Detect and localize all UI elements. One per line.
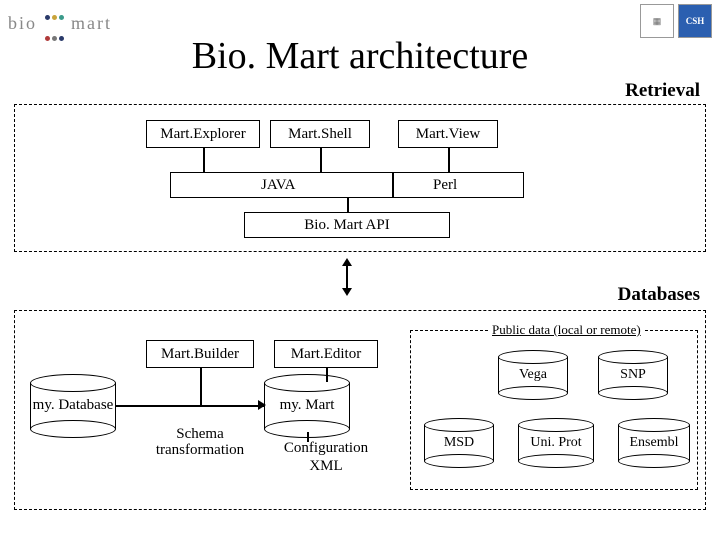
martexplorer-box: Mart.Explorer (146, 120, 260, 148)
mymart-label: my. Mart (260, 397, 354, 414)
public-data-label: Public data (local or remote) (490, 322, 643, 338)
mydatabase-label: my. Database (26, 397, 120, 414)
lang-bar: JAVA Perl (170, 172, 524, 198)
bi-arrow (346, 266, 348, 288)
martshell-box: Mart.Shell (270, 120, 370, 148)
partner-logos: ▦ CSH (640, 4, 712, 38)
retrieval-label: Retrieval (625, 80, 700, 102)
perl-label: Perl (433, 177, 457, 194)
arrow-right-icon (258, 400, 266, 410)
arrow-up-icon (342, 258, 352, 266)
building-logo: ▦ (640, 4, 674, 38)
martbuilder-box: Mart.Builder (146, 340, 254, 368)
marteditor-box: Mart.Editor (274, 340, 378, 368)
csh-logo: CSH (678, 4, 712, 38)
config-text2: XML (268, 458, 384, 475)
java-label: JAVA (261, 177, 295, 194)
databases-label: Databases (618, 284, 700, 306)
schema-text1: Schema (142, 426, 258, 443)
config-text1: Configuration (268, 440, 384, 457)
vega-cylinder: Vega (498, 350, 568, 400)
ensembl-cylinder: Ensembl (618, 418, 690, 468)
page-title: Bio. Mart architecture (0, 34, 720, 78)
uniprot-cylinder: Uni. Prot (518, 418, 594, 468)
biomart-api-box: Bio. Mart API (244, 212, 450, 238)
arrow-down-icon (342, 288, 352, 296)
schema-text2: transformation (142, 442, 258, 459)
martview-box: Mart.View (398, 120, 498, 148)
snp-cylinder: SNP (598, 350, 668, 400)
msd-cylinder: MSD (424, 418, 494, 468)
